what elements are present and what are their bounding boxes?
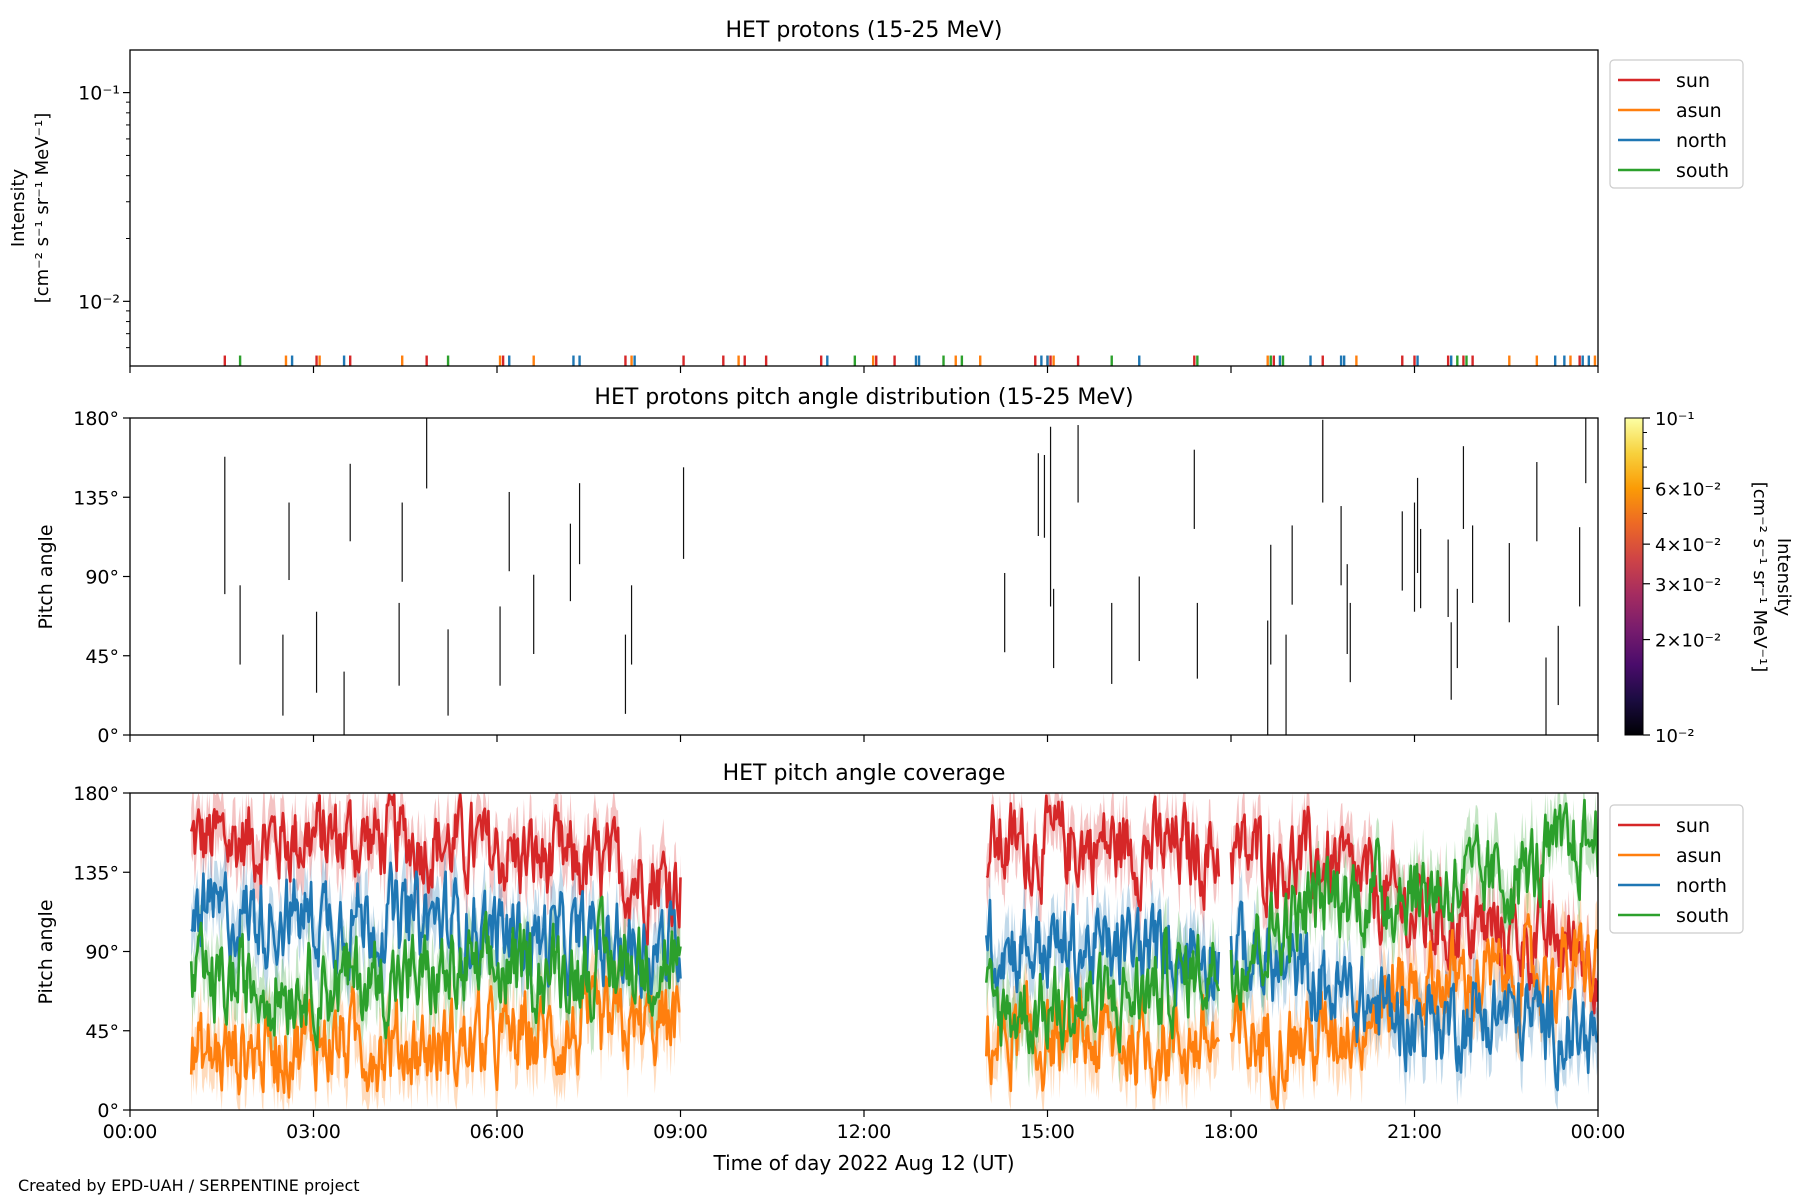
- colorbar-label-line1: Intensity: [1773, 538, 1794, 617]
- x-tick-label: 06:00: [470, 1121, 525, 1143]
- y-tick-label: 135°: [73, 862, 119, 884]
- y1-tick-label: 10⁻¹: [78, 83, 120, 105]
- south-series-line: [985, 926, 1221, 1055]
- y-tick-label: 135°: [73, 487, 119, 509]
- colorbar-tick-label: 10⁻¹: [1655, 409, 1695, 430]
- legend-sun-label: sun: [1676, 815, 1710, 837]
- south-series-line: [189, 895, 682, 1052]
- x-tick-label: 09:00: [653, 1121, 708, 1143]
- panel3-title: HET pitch angle coverage: [723, 761, 1006, 786]
- panel1-frame: [129, 49, 1599, 367]
- x-tick-label: 21:00: [1387, 1121, 1442, 1143]
- x-tick-label: 00:00: [103, 1121, 158, 1143]
- colorbar-tick-label: 6×10⁻²: [1655, 479, 1721, 500]
- colorbar-tick-label: 3×10⁻²: [1655, 575, 1721, 596]
- south-series-line: [1229, 798, 1598, 1012]
- panel1-legend: sun asun north south: [1609, 59, 1744, 189]
- y-tick-label: 45°: [85, 1021, 119, 1043]
- y-tick-label: 45°: [85, 646, 119, 668]
- sun-series-line: [1229, 805, 1598, 1015]
- panel2-title: HET protons pitch angle distribution (15…: [594, 385, 1133, 410]
- colorbar-tick-label: 10⁻²: [1655, 726, 1695, 747]
- panel3-ylabel: Pitch angle: [35, 899, 57, 1004]
- legend-box: [1609, 804, 1744, 934]
- panel1-plot: [223, 355, 1597, 366]
- colorbar: [1624, 417, 1644, 736]
- panel1-ylabel-line2: [cm⁻² s⁻¹ sr⁻¹ MeV⁻¹]: [32, 113, 53, 304]
- legend-south-label: south: [1676, 905, 1729, 927]
- y-tick-label: 90°: [85, 942, 119, 964]
- panel3-legend: sun asun north south: [1609, 804, 1744, 934]
- legend-asun-label: asun: [1676, 100, 1722, 122]
- asun-series-line: [1229, 913, 1598, 1110]
- legend-box: [1609, 59, 1744, 189]
- y-tick-label: 0°: [97, 1100, 119, 1122]
- y-tick-label: 180°: [73, 783, 119, 805]
- panel2-ylabel: Pitch angle: [35, 524, 57, 629]
- y-tick-label: 90°: [85, 567, 119, 589]
- north-series-line: [1229, 900, 1598, 1092]
- x-tick-label: 00:00: [1571, 1121, 1626, 1143]
- legend-south-label: south: [1676, 160, 1729, 182]
- y-tick-label: 180°: [73, 408, 119, 430]
- legend-north-label: north: [1676, 875, 1727, 897]
- x-tick-label: 18:00: [1204, 1121, 1259, 1143]
- legend-north-label: north: [1676, 130, 1727, 152]
- x-axis-label: Time of day 2022 Aug 12 (UT): [712, 1151, 1014, 1175]
- y1-tick-label: 10⁻²: [78, 291, 120, 313]
- x-tick-label: 03:00: [286, 1121, 341, 1143]
- asun-series-line: [189, 971, 681, 1099]
- colorbar-ticks: 10⁻² 2×10⁻² 3×10⁻² 4×10⁻² 6×10⁻² 10⁻¹: [1643, 409, 1721, 747]
- sun-series-line: [189, 793, 682, 946]
- colorbar-tick-label: 2×10⁻²: [1655, 631, 1721, 652]
- x-tick-label: 15:00: [1020, 1121, 1075, 1143]
- legend-sun-label: sun: [1676, 70, 1710, 92]
- panel2-plot: [224, 418, 1587, 735]
- panel1-title: HET protons (15-25 MeV): [726, 18, 1003, 43]
- footer-credit: Created by EPD-UAH / SERPENTINE project: [18, 1176, 360, 1195]
- sun-series-line: [985, 794, 1221, 912]
- panel1-ylabel-line1: Intensity: [8, 168, 29, 247]
- axis-ticks: 00:00 03:00 06:00 09:00 12:00 15:00 18:00 21:00…: [73, 83, 1625, 1143]
- colorbar-label-line2: [cm⁻² s⁻¹ sr⁻¹ MeV⁻¹]: [1749, 482, 1770, 673]
- legend-asun-label: asun: [1676, 845, 1722, 867]
- north-band: [1231, 868, 1598, 1110]
- north-series-line: [190, 861, 682, 1000]
- colorbar-tick-label: 4×10⁻²: [1655, 535, 1721, 556]
- panel3-plot: [189, 793, 1598, 1110]
- north-band: [191, 839, 681, 1025]
- y-tick-label: 0°: [97, 725, 119, 747]
- x-tick-label: 12:00: [837, 1121, 892, 1143]
